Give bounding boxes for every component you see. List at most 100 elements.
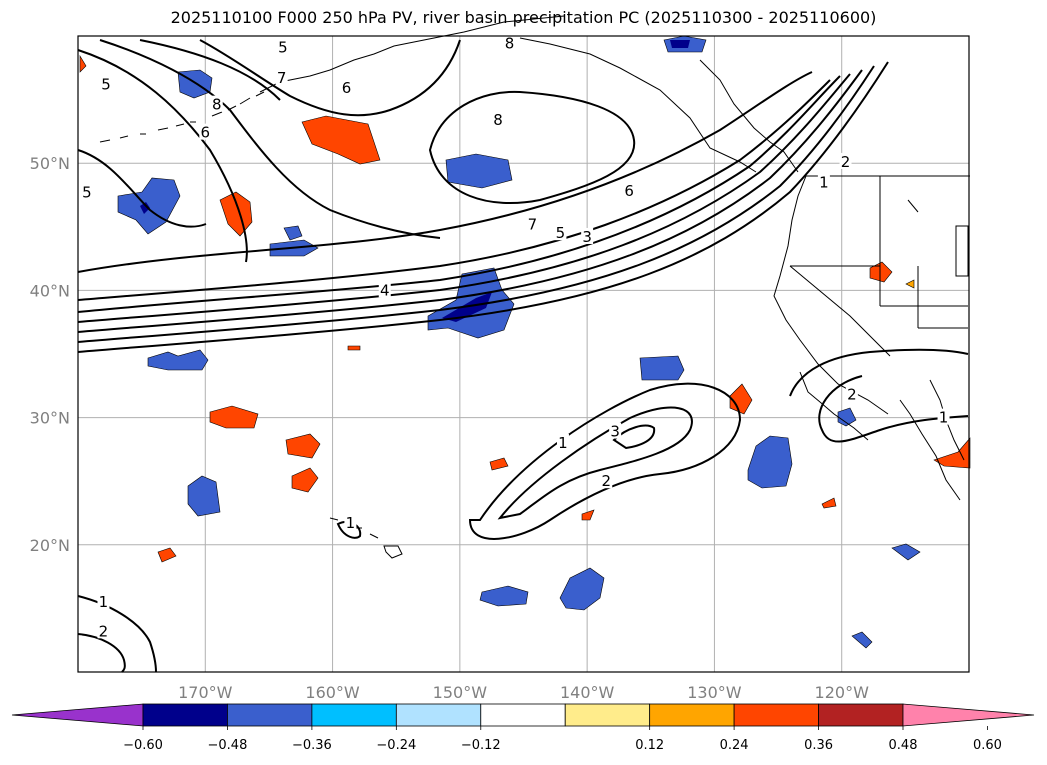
precip-patch bbox=[219, 191, 253, 237]
precip-patch bbox=[581, 509, 595, 521]
colorbar-segment bbox=[142, 703, 228, 727]
pv-contour bbox=[77, 595, 157, 673]
contour-label: 1 bbox=[346, 514, 356, 532]
contour-label: 5 bbox=[101, 75, 111, 93]
contour-label: 7 bbox=[528, 215, 538, 233]
lat-tick-label: 20°N bbox=[30, 536, 70, 555]
contour-label-bg bbox=[609, 422, 622, 439]
state-borders bbox=[789, 176, 969, 357]
precip-patch bbox=[285, 433, 321, 459]
contour-label-bg bbox=[839, 152, 852, 169]
contour-label-bg bbox=[554, 224, 567, 241]
map-frame bbox=[77, 35, 970, 673]
colorbar-extend-low bbox=[11, 703, 144, 727]
contour-label-bg bbox=[97, 593, 110, 610]
lon-tick-label: 120°W bbox=[815, 683, 870, 702]
pv-contour bbox=[77, 633, 126, 673]
lon-tick-label: 140°W bbox=[560, 683, 615, 702]
map-title: 2025110100 F000 250 hPa PV, river basin … bbox=[170, 8, 877, 27]
precip-patch bbox=[639, 355, 685, 381]
contour-label: 6 bbox=[342, 79, 352, 97]
precip-patch bbox=[479, 585, 529, 607]
precip-patch bbox=[821, 497, 837, 509]
lon-axis-labels: 170°W 160°W 150°W 140°W 130°W 120°W bbox=[178, 683, 869, 702]
precip-patch bbox=[729, 383, 753, 415]
pv-contours bbox=[77, 39, 969, 673]
pv-contour bbox=[77, 65, 875, 343]
pv-contour bbox=[77, 61, 889, 353]
contour-label: 5 bbox=[82, 183, 92, 201]
lat-tick-label: 50°N bbox=[30, 154, 70, 173]
colorbar-extend-high bbox=[902, 703, 1035, 727]
colorbar-tick-label: 0.24 bbox=[720, 738, 749, 753]
colorbar-segment bbox=[564, 703, 651, 727]
contour-label-bg bbox=[600, 472, 613, 489]
colorbar-tick-label: −0.60 bbox=[123, 738, 163, 753]
contour-label-bg bbox=[80, 183, 93, 200]
contour-label: 6 bbox=[624, 182, 634, 200]
contour-label: 8 bbox=[212, 96, 222, 114]
lon-tick-label: 130°W bbox=[687, 683, 742, 702]
precip-patch bbox=[891, 543, 921, 561]
precip-patch bbox=[147, 349, 209, 371]
precip-patch bbox=[187, 475, 221, 517]
pv-contour bbox=[497, 406, 693, 520]
contour-label: 6 bbox=[201, 124, 211, 142]
contour-label: 2 bbox=[601, 472, 611, 490]
contour-label: 5 bbox=[278, 38, 288, 56]
contour-label-bg bbox=[623, 182, 636, 199]
precip-patch bbox=[283, 225, 303, 241]
contour-label: 2 bbox=[847, 386, 857, 404]
pv-contour bbox=[818, 375, 969, 443]
pv-contour bbox=[99, 39, 441, 239]
precip-patch bbox=[347, 345, 361, 351]
pv-contour bbox=[139, 39, 281, 101]
contour-label-bg bbox=[556, 434, 569, 451]
precip-patch bbox=[489, 457, 509, 471]
colorbar-segment bbox=[480, 703, 566, 727]
colorbar-tick-label: −0.48 bbox=[208, 738, 248, 753]
contour-label: 8 bbox=[505, 35, 515, 53]
precip-patches bbox=[79, 35, 971, 649]
alaska-coast bbox=[259, 15, 757, 173]
baja-california bbox=[899, 379, 965, 501]
precip-patch bbox=[837, 407, 857, 427]
precip-patch bbox=[291, 467, 319, 493]
pv-contour bbox=[77, 71, 813, 273]
pv-contour bbox=[468, 382, 742, 540]
precip-patch bbox=[177, 69, 213, 99]
colorbar-segment bbox=[395, 703, 482, 727]
hawaii-islands bbox=[329, 517, 403, 559]
precip-patch bbox=[445, 153, 513, 189]
colorbar bbox=[11, 703, 1035, 730]
pv-contour bbox=[77, 149, 207, 228]
pv-contour bbox=[789, 348, 969, 397]
contour-label-bg bbox=[378, 281, 391, 298]
precip-patch bbox=[79, 54, 87, 73]
contour-label: 4 bbox=[380, 281, 390, 299]
contour-label: 1 bbox=[558, 434, 568, 452]
precip-patch bbox=[301, 115, 381, 165]
contour-label-bg bbox=[937, 408, 950, 425]
graticule bbox=[78, 36, 969, 672]
pv-contour bbox=[77, 79, 831, 301]
contour-label-bg bbox=[199, 123, 212, 140]
precip-patch bbox=[559, 567, 605, 611]
precip-patch bbox=[933, 437, 971, 469]
contour-label-bg bbox=[276, 38, 289, 55]
colorbar-tick-label: 0.60 bbox=[973, 738, 1002, 753]
colorbar-tick-label: −0.36 bbox=[292, 738, 332, 753]
contour-label-bg bbox=[492, 110, 505, 127]
precip-patch bbox=[140, 202, 150, 214]
contour-label: 1 bbox=[819, 173, 829, 191]
contour-label-bg bbox=[344, 514, 357, 531]
pv-contour bbox=[77, 49, 248, 263]
bc-coast bbox=[699, 59, 799, 173]
contour-label: 5 bbox=[556, 224, 566, 242]
contour-label-bg bbox=[817, 173, 830, 190]
pv-contour bbox=[199, 39, 461, 117]
colorbar-segment bbox=[733, 703, 819, 727]
contour-label: 7 bbox=[277, 69, 287, 87]
contour-label: 3 bbox=[582, 228, 592, 246]
precip-patch bbox=[851, 631, 873, 649]
